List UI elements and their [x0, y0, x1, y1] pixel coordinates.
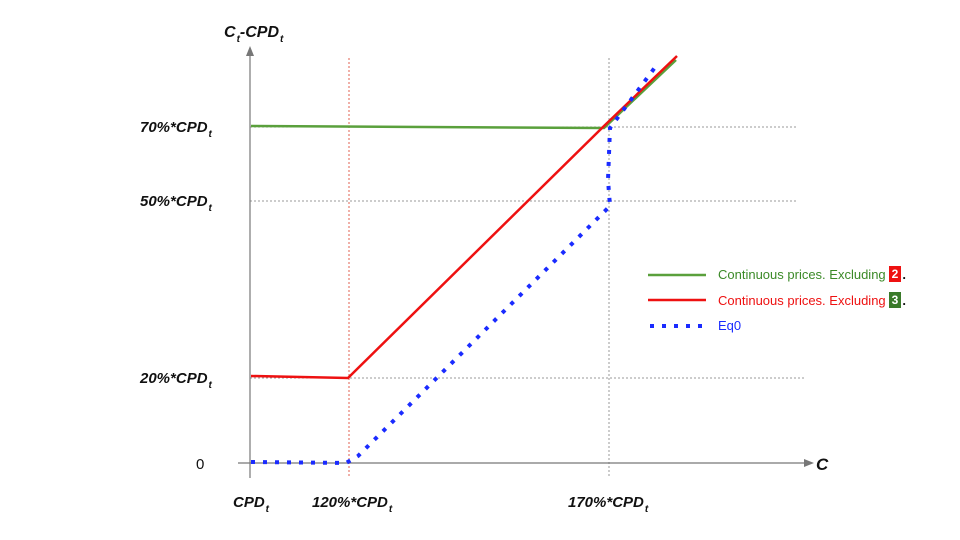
legend-badge-3: 3 — [888, 292, 902, 308]
x-axis-arrow — [804, 459, 814, 467]
x-tick-170: 170%*CPDt — [568, 494, 649, 515]
legend-label-green: Continuous prices. Excluding — [718, 266, 886, 282]
legend-badge-2: 2 — [888, 266, 902, 282]
y-tick-50: 50%*CPDt — [140, 193, 212, 214]
series-eq0-line — [250, 64, 658, 466]
y-axis-title: Ct-CPDt — [224, 24, 284, 45]
legend-label-eq0: Eq0 — [718, 318, 742, 333]
x-tick-cpd: CPDt — [233, 494, 270, 515]
y-tick-20: 20%*CPDt — [140, 370, 212, 391]
x-tick-120: 120%*CPDt — [312, 494, 393, 515]
legend-item-red: Continuous prices. Excluding 3 . — [718, 292, 906, 308]
y-axis-arrow — [246, 46, 254, 56]
series-green-line — [250, 59, 677, 130]
y-tick-zero: 0 — [196, 456, 205, 473]
legend-item-green: Continuous prices. Excluding 2 . — [718, 266, 906, 282]
legend-item-eq0: Eq0 — [718, 318, 741, 333]
x-axis-title: C — [816, 455, 829, 474]
legend-dot-1: . — [902, 266, 906, 282]
legend-label-red: Continuous prices. Excluding — [718, 292, 886, 308]
y-tick-70: 70%*CPDt — [140, 119, 212, 140]
series-red-line — [250, 55, 678, 380]
legend-dot-2: . — [902, 292, 906, 308]
